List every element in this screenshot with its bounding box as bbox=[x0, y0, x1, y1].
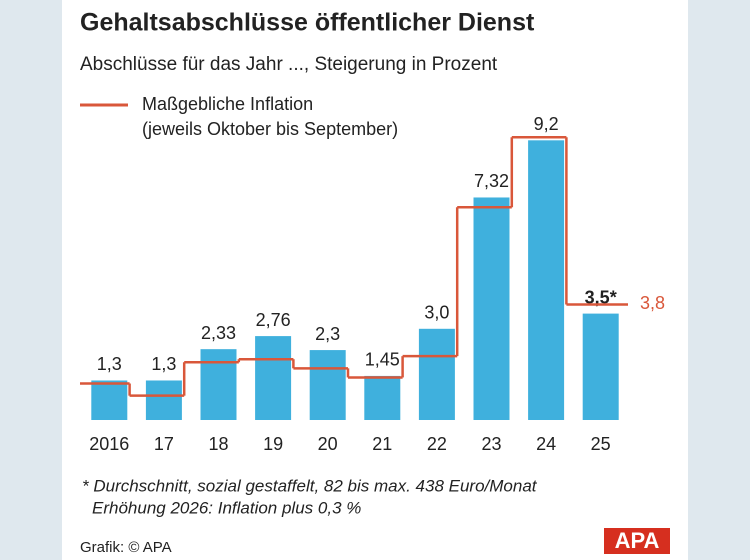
value-label: 3,5* bbox=[585, 287, 617, 307]
logo: APA bbox=[615, 528, 660, 553]
end-label: 3,8 bbox=[640, 293, 665, 313]
x-tick-label: 18 bbox=[208, 434, 228, 454]
value-label: 2,76 bbox=[256, 310, 291, 330]
chart-subtitle: Abschlüsse für das Jahr ..., Steigerung … bbox=[80, 54, 498, 75]
bar bbox=[309, 350, 346, 420]
value-label: 1,45 bbox=[365, 350, 400, 370]
legend-label: Maßgebliche Inflation bbox=[142, 94, 313, 114]
value-label: 3,0 bbox=[424, 303, 449, 323]
x-tick-label: 23 bbox=[481, 434, 501, 454]
legend-note: (jeweils Oktober bis September) bbox=[142, 119, 398, 139]
bar bbox=[528, 140, 565, 420]
bar bbox=[418, 328, 455, 420]
bar bbox=[91, 380, 128, 420]
value-label: 1,3 bbox=[151, 354, 176, 374]
bar bbox=[200, 349, 237, 420]
value-label: 1,3 bbox=[97, 354, 122, 374]
card bbox=[62, 0, 688, 560]
bar bbox=[473, 197, 510, 420]
x-tick-label: 22 bbox=[427, 434, 447, 454]
source: Grafik: © APA bbox=[80, 539, 172, 556]
x-tick-label: 2016 bbox=[89, 434, 129, 454]
value-label: 9,2 bbox=[534, 114, 559, 134]
value-label: 7,32 bbox=[474, 171, 509, 191]
x-tick-label: 25 bbox=[591, 434, 611, 454]
footnote: Erhöhung 2026: Inflation plus 0,3 % bbox=[92, 498, 361, 517]
bar bbox=[364, 375, 401, 420]
x-tick-label: 24 bbox=[536, 434, 556, 454]
x-tick-label: 20 bbox=[318, 434, 338, 454]
value-label: 2,3 bbox=[315, 324, 340, 344]
x-tick-label: 21 bbox=[372, 434, 392, 454]
x-tick-label: 17 bbox=[154, 434, 174, 454]
logo-box bbox=[604, 528, 670, 554]
x-tick-label: 19 bbox=[263, 434, 283, 454]
chart-title: Gehaltsabschlüsse öffentlicher Dienst bbox=[80, 9, 535, 37]
bar bbox=[255, 336, 292, 420]
bar bbox=[145, 380, 182, 420]
value-label: 2,33 bbox=[201, 323, 236, 343]
bar bbox=[582, 313, 619, 420]
footnote: * Durchschnitt, sozial gestaffelt, 82 bi… bbox=[82, 476, 538, 495]
